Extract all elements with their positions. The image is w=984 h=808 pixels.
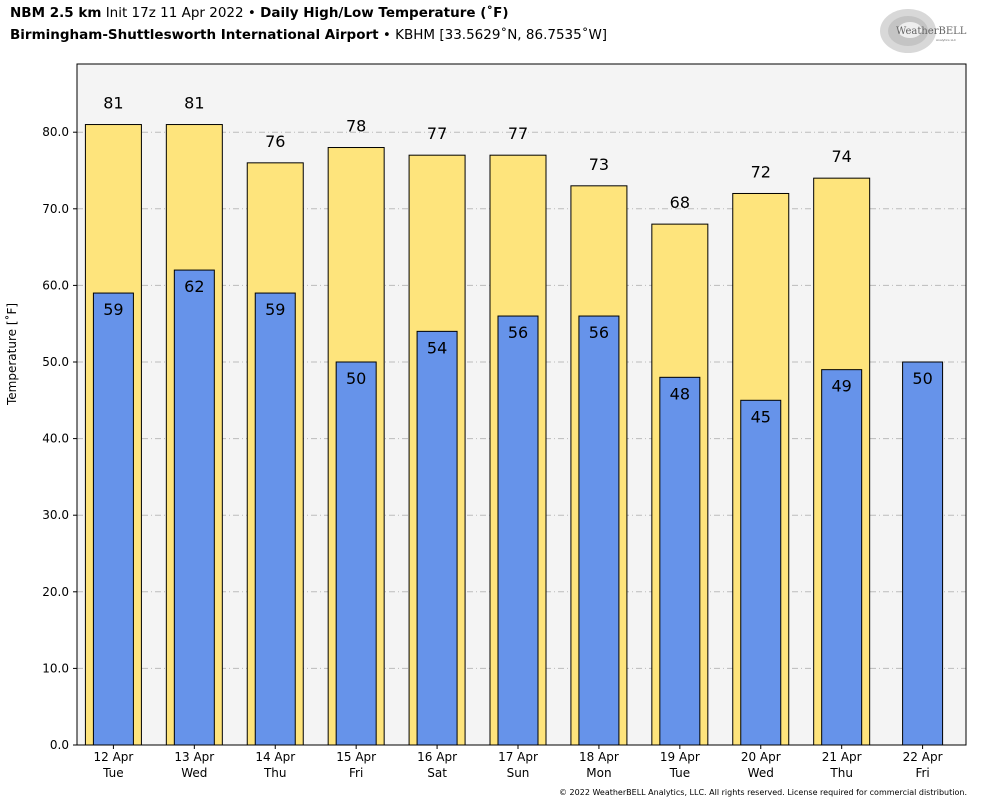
copyright-footer: © 2022 WeatherBELL Analytics, LLC. All r… xyxy=(559,788,967,797)
high-value-label: 81 xyxy=(103,94,123,113)
low-value-label: 62 xyxy=(184,277,204,296)
x-tick-date: 21 Apr xyxy=(822,750,862,764)
low-bar xyxy=(416,330,458,746)
high-value-label: 68 xyxy=(670,193,690,212)
low-value-label: 59 xyxy=(103,300,123,319)
x-tick-day: Thu xyxy=(829,766,853,780)
low-bar xyxy=(173,269,215,746)
low-bar xyxy=(497,315,539,746)
y-tick-label: 0.0 xyxy=(50,738,69,752)
low-bar xyxy=(92,292,134,746)
data-labels: 81 59 81 62 76 59 78 50 77 54 77 56 73 56 68 48 72 45 74 49… xyxy=(103,94,933,427)
y-tick-label: 20.0 xyxy=(42,585,69,599)
x-tick-date: 15 Apr xyxy=(336,750,376,764)
x-tick-date: 18 Apr xyxy=(579,750,619,764)
x-tick-date: 22 Apr xyxy=(903,750,943,764)
low-value-label: 49 xyxy=(831,377,851,396)
x-tick-day: Mon xyxy=(586,766,611,780)
low-value-label: 50 xyxy=(912,369,932,388)
low-value-label: 56 xyxy=(589,323,609,342)
low-value-label: 59 xyxy=(265,300,285,319)
x-tick-date: 16 Apr xyxy=(417,750,457,764)
high-value-label: 78 xyxy=(346,117,366,136)
high-value-label: 81 xyxy=(184,94,204,113)
x-axis: 12 Apr Tue 13 Apr Wed 14 Apr Thu 15 Apr Fri 16 A… xyxy=(93,745,943,780)
high-value-label: 74 xyxy=(831,147,851,166)
x-tick-day: Sat xyxy=(427,766,447,780)
low-bar xyxy=(254,292,296,746)
separator-bullet: • xyxy=(247,5,256,21)
x-tick-day: Sun xyxy=(507,766,530,780)
high-value-label: 77 xyxy=(508,124,528,143)
y-tick-label: 40.0 xyxy=(42,432,69,446)
low-bar xyxy=(740,399,782,746)
model-name: NBM 2.5 km xyxy=(10,5,102,21)
chart-header-line-1: NBM 2.5 km Init 17z 11 Apr 2022 • Daily … xyxy=(10,5,509,21)
low-value-label: 50 xyxy=(346,369,366,388)
y-tick-label: 60.0 xyxy=(42,278,69,292)
chart-header-line-2: Birmingham-Shuttlesworth International A… xyxy=(10,27,607,43)
plot-frame xyxy=(76,63,967,746)
x-tick-day: Wed xyxy=(181,766,207,780)
y-tick-label: 50.0 xyxy=(42,355,69,369)
low-value-label: 56 xyxy=(508,323,528,342)
low-bar xyxy=(335,361,377,746)
high-value-label: 73 xyxy=(589,155,609,174)
y-axis-label: Temperature [˚F] xyxy=(5,302,19,405)
high-value-label: 72 xyxy=(751,162,771,181)
x-tick-day: Fri xyxy=(349,766,363,780)
low-bar xyxy=(578,315,620,746)
x-tick-date: 13 Apr xyxy=(174,750,214,764)
y-tick-label: 30.0 xyxy=(42,508,69,522)
low-bars xyxy=(92,269,944,746)
low-bar xyxy=(659,376,701,746)
high-value-label: 77 xyxy=(427,124,447,143)
logo-text: WeatherBELL xyxy=(896,26,967,37)
low-value-label: 48 xyxy=(670,384,690,403)
chart-title: Daily High/Low Temperature (˚F) xyxy=(260,5,509,21)
high-value-label: 76 xyxy=(265,132,285,151)
x-tick-day: Fri xyxy=(915,766,929,780)
x-tick-date: 14 Apr xyxy=(255,750,295,764)
separator-bullet-2: • xyxy=(382,27,391,43)
station-name: Birmingham-Shuttlesworth International A… xyxy=(10,27,379,43)
x-tick-day: Thu xyxy=(263,766,287,780)
y-tick-label: 10.0 xyxy=(42,661,69,675)
low-value-label: 45 xyxy=(751,407,771,426)
low-bar xyxy=(902,361,944,746)
logo-subtext: Analytics LLC xyxy=(936,38,956,42)
y-tick-label: 70.0 xyxy=(42,202,69,216)
x-tick-date: 17 Apr xyxy=(498,750,538,764)
low-bar xyxy=(821,369,863,746)
x-tick-day: Tue xyxy=(102,766,124,780)
y-axis: 0.0 10.0 20.0 30.0 40.0 50.0 60.0 70.0 80.0 xyxy=(42,125,77,752)
x-tick-date: 20 Apr xyxy=(741,750,781,764)
x-tick-date: 19 Apr xyxy=(660,750,700,764)
init-time: Init 17z 11 Apr 2022 xyxy=(105,5,244,21)
x-tick-day: Tue xyxy=(669,766,691,780)
weatherbell-logo: WeatherBELL Analytics LLC xyxy=(880,9,967,53)
y-tick-label: 80.0 xyxy=(42,125,69,139)
station-info: KBHM [33.5629˚N, 86.7535˚W] xyxy=(395,27,608,43)
x-tick-date: 12 Apr xyxy=(93,750,133,764)
x-tick-day: Wed xyxy=(748,766,774,780)
low-value-label: 54 xyxy=(427,338,447,357)
